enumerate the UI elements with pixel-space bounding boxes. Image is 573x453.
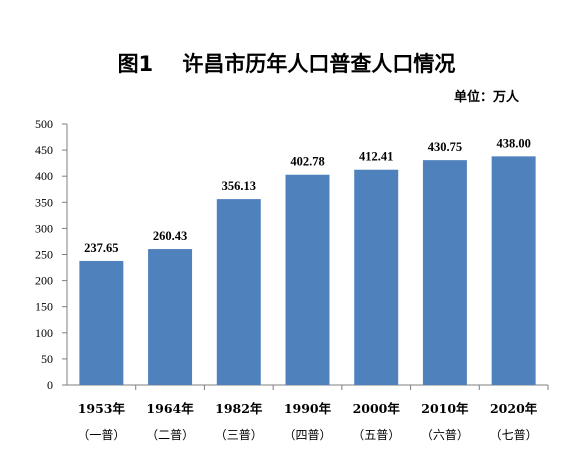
bars <box>79 156 536 385</box>
x-tick-sublabel: （一普） <box>77 428 125 442</box>
x-tick-label: 1964年 <box>146 401 194 416</box>
y-tick-label: 150 <box>35 300 53 314</box>
bar <box>148 249 193 385</box>
data-label: 412.41 <box>359 150 393 164</box>
data-label: 237.65 <box>84 241 118 255</box>
x-tick-sublabel: （二普） <box>146 428 194 442</box>
x-tick-sublabel: （三普） <box>215 428 263 442</box>
y-tick-label: 0 <box>47 378 53 392</box>
x-tick-label: 2010年 <box>421 401 469 416</box>
x-tick-label: 1953年 <box>78 401 126 416</box>
x-tick-label: 1990年 <box>284 401 332 416</box>
y-tick-label: 100 <box>35 326 53 340</box>
y-tick-label: 400 <box>35 169 53 183</box>
x-tick-label: 2020年 <box>490 401 538 416</box>
x-tick-label: 2000年 <box>353 401 401 416</box>
bar <box>216 199 261 385</box>
bar <box>491 156 536 385</box>
bar <box>79 260 124 385</box>
x-tick-sublabel: （七普） <box>490 428 538 442</box>
x-tick-sublabel: （五普） <box>352 428 400 442</box>
bar <box>354 169 399 385</box>
data-label: 402.78 <box>290 155 324 169</box>
data-label: 438.00 <box>496 136 530 150</box>
data-label: 430.75 <box>428 140 462 154</box>
y-tick-label: 350 <box>35 195 53 209</box>
y-tick-label: 450 <box>35 143 53 157</box>
y-tick-label: 300 <box>35 221 53 235</box>
y-tick-label: 200 <box>35 274 53 288</box>
labels: 237.65 1953年 （一普） 260.43 1964年 （二普） 356.13 1982… <box>77 136 537 442</box>
data-label: 260.43 <box>153 229 187 243</box>
y-tick-label: 50 <box>41 352 53 366</box>
y-tick-label: 500 <box>35 117 53 131</box>
x-tick-sublabel: （四普） <box>283 428 331 442</box>
data-label: 356.13 <box>222 179 256 193</box>
unit-label: 单位：万人 <box>453 90 519 105</box>
x-tick-sublabel: （六普） <box>421 428 469 442</box>
x-tick-label: 1982年 <box>215 401 263 416</box>
bar <box>422 160 467 385</box>
chart-title: 图1 许昌市历年人口普查人口情况 <box>117 52 456 76</box>
axes: 0 50 100 150 200 250 300 350 400 450 500 <box>35 117 549 392</box>
bar <box>285 174 330 385</box>
y-tick-label: 250 <box>35 248 53 262</box>
